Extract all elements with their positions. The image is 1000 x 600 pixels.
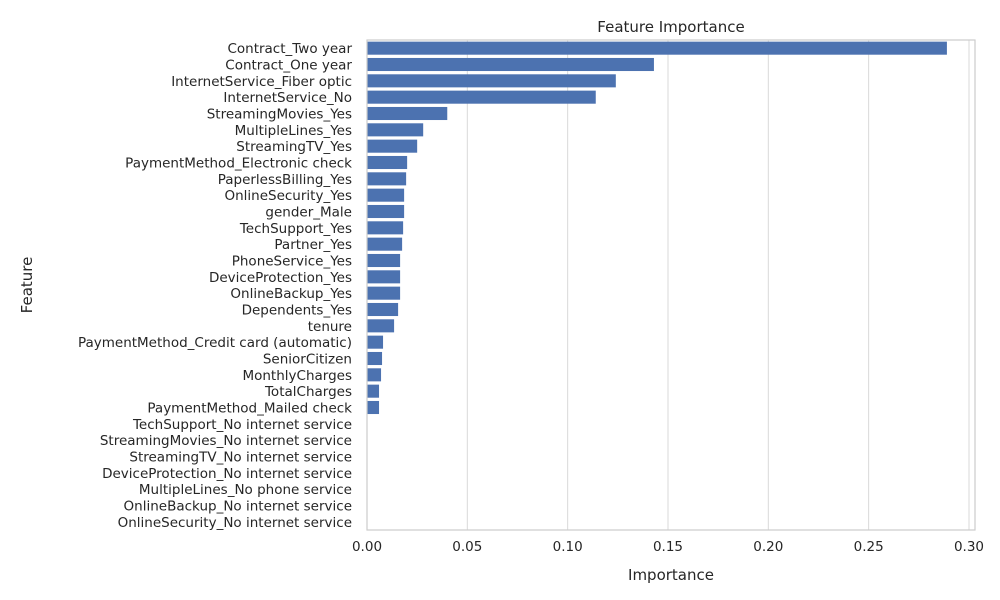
bar bbox=[367, 188, 405, 202]
bar bbox=[367, 368, 382, 382]
bar bbox=[367, 319, 395, 333]
bar bbox=[367, 139, 418, 153]
x-tick-label: 0.25 bbox=[854, 539, 884, 555]
y-tick-label: OnlineSecurity_Yes bbox=[224, 188, 352, 204]
bar bbox=[367, 106, 448, 121]
y-tick-label: Contract_One year bbox=[225, 58, 352, 74]
y-tick-label: OnlineBackup_Yes bbox=[230, 286, 352, 302]
y-tick-label: MonthlyCharges bbox=[242, 368, 352, 384]
x-tick-label: 0.10 bbox=[553, 539, 583, 555]
bars bbox=[367, 41, 947, 415]
y-tick-label: PhoneService_Yes bbox=[232, 254, 352, 270]
bar bbox=[367, 123, 424, 137]
y-tick-label: StreamingMovies_Yes bbox=[207, 107, 352, 123]
y-tick-label: DeviceProtection_No internet service bbox=[102, 466, 352, 482]
x-tick-label: 0.00 bbox=[352, 539, 382, 555]
chart-title: Feature Importance bbox=[597, 18, 744, 36]
plot-frame bbox=[366, 39, 976, 531]
y-tick-label: PaymentMethod_Credit card (automatic) bbox=[78, 335, 352, 351]
bar bbox=[367, 41, 947, 55]
y-tick-label: InternetService_No bbox=[223, 90, 352, 106]
y-tick-label: StreamingMovies_No internet service bbox=[100, 433, 352, 449]
y-tick-label: PaymentMethod_Mailed check bbox=[147, 401, 352, 417]
bar bbox=[367, 351, 383, 366]
bar bbox=[367, 90, 596, 104]
bar bbox=[367, 237, 403, 251]
bar bbox=[367, 74, 616, 88]
x-axis-label: Importance bbox=[628, 566, 714, 584]
bar bbox=[367, 172, 407, 186]
bar bbox=[367, 221, 404, 235]
y-tick-label: DeviceProtection_Yes bbox=[209, 270, 352, 286]
y-tick-label: Contract_Two year bbox=[227, 41, 352, 57]
y-tick-label: Dependents_Yes bbox=[242, 303, 352, 319]
bar bbox=[367, 204, 405, 219]
y-tick-label: gender_Male bbox=[265, 205, 352, 221]
bar bbox=[367, 57, 654, 72]
bar bbox=[367, 400, 380, 415]
x-tick-label: 0.30 bbox=[954, 539, 984, 555]
y-tick-label: OnlineBackup_No internet service bbox=[124, 499, 352, 515]
y-tick-label: Partner_Yes bbox=[274, 237, 352, 253]
y-tick-label: TechSupport_No internet service bbox=[132, 417, 352, 433]
axes-border bbox=[366, 39, 976, 531]
y-axis-label: Feature bbox=[18, 257, 36, 314]
bar bbox=[367, 384, 380, 398]
gridlines bbox=[366, 40, 970, 530]
bar bbox=[367, 302, 399, 317]
bar bbox=[367, 155, 408, 170]
y-tick-label: MultipleLines_Yes bbox=[235, 123, 352, 139]
y-tick-label: MultipleLines_No phone service bbox=[139, 482, 352, 498]
x-tick-label: 0.05 bbox=[452, 539, 482, 555]
y-tick-label: SeniorCitizen bbox=[263, 352, 352, 368]
x-tick-labels: 0.00 0.05 0.10 0.15 0.20 0.25 0.30 bbox=[352, 539, 984, 555]
bar bbox=[367, 253, 401, 268]
y-tick-label: tenure bbox=[308, 319, 352, 335]
x-tick-label: 0.15 bbox=[653, 539, 683, 555]
y-tick-label: OnlineSecurity_No internet service bbox=[118, 515, 352, 531]
x-tick-label: 0.20 bbox=[753, 539, 783, 555]
y-tick-label: TotalCharges bbox=[264, 384, 352, 400]
plot-area bbox=[367, 40, 975, 530]
y-tick-label: TechSupport_Yes bbox=[239, 221, 352, 237]
y-tick-label: StreamingTV_No internet service bbox=[129, 450, 352, 466]
y-tick-label: InternetService_Fiber optic bbox=[171, 74, 352, 90]
bar bbox=[367, 270, 401, 284]
bar bbox=[367, 335, 384, 349]
bar bbox=[367, 286, 401, 300]
y-tick-label: StreamingTV_Yes bbox=[236, 139, 352, 155]
y-tick-label: PaymentMethod_Electronic check bbox=[125, 156, 352, 172]
y-tick-label: PaperlessBilling_Yes bbox=[218, 172, 352, 188]
